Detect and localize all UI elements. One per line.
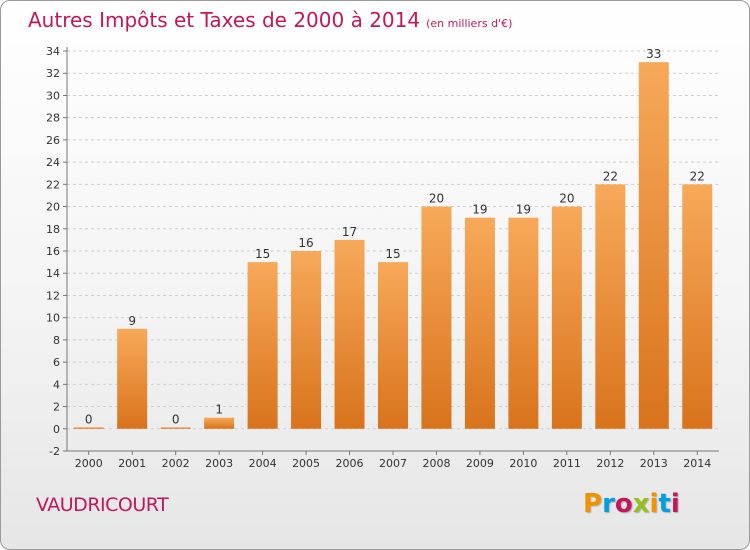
y-tick-label: 2 [53, 401, 60, 414]
data-label: 0 [172, 412, 180, 426]
y-tick-label: 18 [46, 223, 60, 236]
y-tick-label: 20 [46, 201, 60, 214]
y-tick-label: 28 [46, 112, 60, 125]
y-tick-label: 14 [46, 267, 60, 280]
x-tick-label: 2009 [466, 457, 494, 470]
data-labels: 0 9 0 1 15 16 17 15 20 19 19 20 22 33 22 [85, 47, 705, 426]
bar [160, 427, 191, 429]
data-label: 20 [429, 192, 444, 206]
axes [66, 47, 719, 455]
data-label: 15 [255, 247, 270, 261]
x-tick-label: 2010 [509, 457, 537, 470]
y-tick-label: -2 [49, 445, 60, 458]
data-label: 1 [215, 403, 223, 417]
x-tick-label: 2013 [640, 457, 668, 470]
chart-unit: (en milliers d'€) [426, 17, 513, 30]
y-tick-label: 34 [46, 45, 60, 58]
chart-title-text: Autres Impôts et Taxes de 2000 à 2014 [28, 8, 421, 32]
y-tick-label: 6 [53, 356, 60, 369]
bar [638, 62, 669, 429]
x-tick-label: 2007 [379, 457, 407, 470]
data-label: 0 [85, 412, 93, 426]
bar [334, 239, 365, 429]
data-label: 19 [516, 203, 531, 217]
x-tick-label: 2001 [118, 457, 146, 470]
x-tick-label: 2008 [422, 457, 450, 470]
bar [464, 217, 495, 429]
data-label: 15 [385, 247, 400, 261]
y-tick-label: 10 [46, 312, 60, 325]
x-tick-label: 2000 [75, 457, 103, 470]
x-tick-label: 2012 [596, 457, 624, 470]
proxiti-logo: Proxiti [583, 489, 680, 519]
data-label: 22 [690, 169, 705, 183]
x-tick-label: 2006 [336, 457, 364, 470]
x-tick-labels: 2000 2001 2002 2003 2004 2005 2006 2007 2008 2009… [75, 457, 712, 470]
bar [247, 262, 278, 429]
bar [378, 262, 408, 429]
logo-letter: r [602, 489, 615, 519]
x-tick-label: 2004 [249, 457, 277, 470]
x-tick-label: 2011 [553, 457, 581, 470]
bar [682, 184, 713, 429]
data-label: 16 [298, 236, 313, 250]
y-tick-label: 32 [46, 67, 60, 80]
bars [73, 62, 713, 429]
data-label: 22 [603, 169, 618, 183]
logo-letter: i [670, 489, 680, 519]
y-tick-label: 26 [46, 134, 60, 147]
y-tick-label: 8 [53, 334, 60, 347]
place-name: VAUDRICOURT [36, 494, 169, 516]
data-label: 19 [472, 203, 487, 217]
chart-title: Autres Impôts et Taxes de 2000 à 2014 (en… [28, 8, 512, 32]
y-tick-label: 4 [53, 378, 60, 391]
bar [73, 427, 104, 429]
bar [508, 217, 539, 429]
logo-letter: o [614, 489, 633, 519]
logo-letter: P [583, 489, 603, 519]
x-tick-label: 2014 [683, 457, 711, 470]
y-tick-label: 16 [46, 245, 60, 258]
bar [421, 206, 452, 429]
x-tick-label: 2003 [205, 457, 233, 470]
data-label: 33 [646, 47, 661, 61]
x-tick-label: 2005 [292, 457, 320, 470]
bar [551, 206, 582, 429]
data-label: 9 [128, 314, 136, 328]
logo-letter: t [658, 489, 671, 519]
y-tick-label: 30 [46, 89, 60, 102]
bar [291, 251, 322, 429]
y-tick-label: 0 [53, 423, 60, 436]
y-tick-label: 22 [46, 178, 60, 191]
y-tick-label: 12 [46, 289, 60, 302]
data-label: 20 [559, 192, 574, 206]
bar [117, 328, 148, 429]
logo-letter: x [632, 489, 650, 519]
y-tick-label: 24 [46, 156, 60, 169]
x-tick-label: 2002 [162, 457, 190, 470]
bar [204, 417, 235, 429]
data-label: 17 [342, 225, 357, 239]
bar [595, 184, 626, 429]
logo-letter: i [649, 489, 659, 519]
